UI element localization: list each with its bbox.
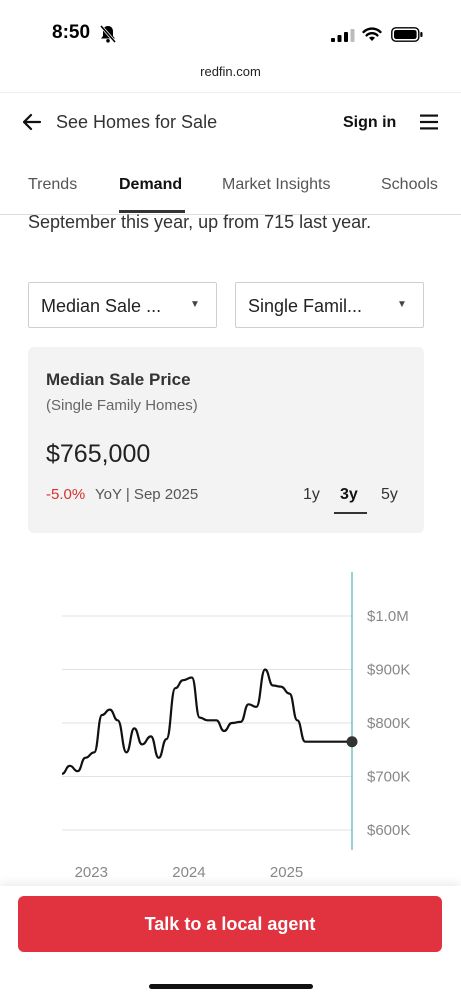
home-indicator: [149, 984, 313, 989]
metric-dropdown[interactable]: Median Sale ... ▼: [28, 282, 217, 328]
see-homes-link[interactable]: See Homes for Sale: [56, 112, 218, 132]
page-header: [0, 92, 461, 153]
demand-summary-text: September this year, up from 715 last ye…: [28, 212, 372, 232]
y-tick-label: $900K: [367, 662, 410, 679]
range-5y-button[interactable]: 5y: [381, 486, 398, 503]
battery-icon: [391, 27, 423, 42]
card-title: Median Sale Price: [46, 370, 191, 389]
yoy-change: -5.0%: [46, 486, 86, 503]
section-tabs: Trends Demand Market Insights Schools: [0, 160, 461, 215]
x-tick-label: 2025: [270, 864, 303, 881]
chevron-down-icon: ▼: [397, 299, 407, 310]
home-type-dropdown-value: Single Famil...: [248, 296, 363, 316]
hamburger-menu-icon[interactable]: [418, 113, 440, 131]
median-price-value: $765,000: [46, 440, 151, 468]
talk-to-agent-button[interactable]: Talk to a local agent: [18, 896, 442, 952]
median-price-chart[interactable]: $1.0M $900K $800K $700K $600K 2023 2024 2025: [0, 560, 461, 890]
metric-dropdown-value: Median Sale ...: [41, 296, 162, 316]
chevron-down-icon: ▼: [190, 299, 200, 310]
status-time: 8:50: [52, 22, 91, 43]
card-subtitle: (Single Family Homes): [46, 397, 198, 414]
tab-schools[interactable]: Schools: [381, 176, 438, 193]
active-tab-indicator: [119, 210, 185, 213]
y-tick-label: $700K: [367, 769, 410, 786]
y-tick-label: $600K: [367, 822, 410, 839]
range-1y-button[interactable]: 1y: [303, 486, 320, 503]
tab-trends[interactable]: Trends: [28, 176, 78, 193]
price-summary-card: [28, 347, 424, 533]
bell-muted-icon: [100, 25, 116, 43]
home-type-dropdown[interactable]: Single Famil... ▼: [235, 282, 424, 328]
current-value-marker: [346, 736, 358, 748]
price-series-line: [61, 668, 352, 775]
y-tick-label: $1.0M: [367, 608, 409, 625]
address-bar[interactable]: redfin.com: [0, 56, 461, 90]
signin-button[interactable]: Sign in: [343, 114, 397, 131]
x-tick-label: 2023: [75, 864, 108, 881]
wifi-icon: [362, 27, 382, 41]
back-arrow-icon[interactable]: [20, 110, 44, 134]
range-3y-button[interactable]: 3y: [340, 486, 358, 503]
tab-market-insights[interactable]: Market Insights: [222, 176, 331, 193]
cellular-signal-icon: [331, 29, 355, 42]
tab-demand[interactable]: Demand: [119, 176, 183, 193]
y-tick-label: $800K: [367, 715, 410, 732]
url-text: redfin.com: [200, 64, 261, 79]
x-tick-label: 2024: [172, 864, 205, 881]
yoy-period-label: YoY | Sep 2025: [95, 486, 199, 503]
active-range-indicator: [334, 512, 367, 514]
